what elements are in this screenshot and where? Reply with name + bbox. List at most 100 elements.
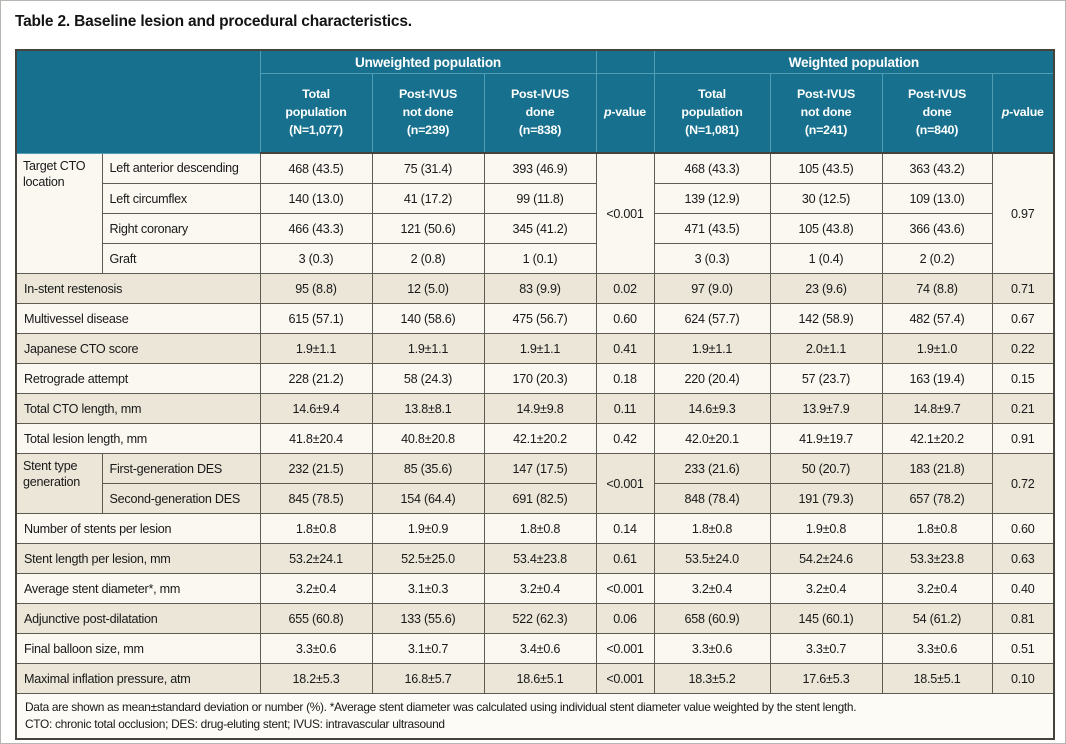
weighted-value: 50 (20.7) (769, 453, 883, 484)
table-title: Table 2. Baseline lesion and procedural … (15, 13, 412, 30)
table-row: Second-generation DES 845 (78.5) 154 (64.4… (16, 483, 1054, 514)
table-row: Retrograde attempt 228 (21.2) 58 (24.3) 170… (15, 363, 1055, 394)
p-value-rest: -value (1009, 105, 1044, 119)
unweighted-p-value: 0.06 (595, 603, 655, 634)
weighted-p-value: 0.67 (991, 303, 1055, 334)
unweighted-value: 53.4±23.8 (483, 543, 597, 574)
table-row: Multivessel disease 615 (57.1) 140 (58.6) 4… (15, 303, 1055, 334)
weighted-value: 183 (21.8) (881, 453, 993, 484)
table-row: Total lesion length, mm 41.8±20.4 40.8±20.… (15, 423, 1055, 454)
unweighted-value: 2 (0.8) (371, 243, 485, 274)
weighted-value: 42.0±20.1 (653, 423, 771, 454)
row-label: Total lesion length, mm (15, 423, 261, 454)
unweighted-p-value: 0.02 (595, 273, 655, 304)
weighted-p-value: 0.71 (991, 273, 1055, 304)
weighted-value: 1.8±0.8 (881, 513, 993, 544)
unweighted-value: 3.2±0.4 (259, 573, 373, 604)
unweighted-value: 41.8±20.4 (259, 423, 373, 454)
weighted-value: 1.9±1.0 (881, 333, 993, 364)
weighted-p-value: 0.60 (991, 513, 1055, 544)
weighted-value: 53.5±24.0 (653, 543, 771, 574)
row-sub-label: First-generation DES (101, 453, 261, 484)
unweighted-p-value: 0.42 (595, 423, 655, 454)
footnote-line-2: CTO: chronic total occlusion; DES: drug-… (25, 716, 445, 731)
unweighted-population-header: Unweighted population (259, 49, 597, 74)
weighted-value: 105 (43.8) (769, 213, 883, 244)
unweighted-value: 393 (46.9) (483, 152, 597, 184)
row-sub-label: Left anterior descending (101, 152, 261, 184)
row-label: In-stent restenosis (15, 273, 261, 304)
unweighted-value: 345 (41.2) (483, 213, 597, 244)
weighted-value: 624 (57.7) (653, 303, 771, 334)
unweighted-p-value: 0.60 (595, 303, 655, 334)
weighted-value: 97 (9.0) (653, 273, 771, 304)
weighted-value: 18.3±5.2 (653, 663, 771, 694)
unweighted-p-value: <0.001 (595, 453, 655, 514)
unweighted-value: 1.8±0.8 (259, 513, 373, 544)
weighted-value: 13.9±7.9 (769, 393, 883, 424)
row-label: Average stent diameter*, mm (15, 573, 261, 604)
weighted-value: 471 (43.5) (653, 213, 771, 244)
p-value-rest: -value (611, 105, 646, 119)
weighted-value: 1 (0.4) (769, 243, 883, 274)
weighted-value: 109 (13.0) (881, 183, 993, 214)
unweighted-value: 18.2±5.3 (259, 663, 373, 694)
weighted-value: 105 (43.5) (769, 152, 883, 184)
weighted-p-value: 0.81 (991, 603, 1055, 634)
unweighted-value: 16.8±5.7 (371, 663, 485, 694)
unweighted-value: 3.3±0.6 (259, 633, 373, 664)
unweighted-value: 3.1±0.7 (371, 633, 485, 664)
table-header: Unweighted population Weighted populatio… (15, 49, 1055, 154)
weighted-value: 41.9±19.7 (769, 423, 883, 454)
header-corner-cell (15, 49, 261, 154)
col-header-weighted-p-value: p-value (991, 73, 1055, 154)
unweighted-value: 475 (56.7) (483, 303, 597, 334)
unweighted-value: 3 (0.3) (259, 243, 373, 274)
row-label: Final balloon size, mm (15, 633, 261, 664)
unweighted-value: 52.5±25.0 (371, 543, 485, 574)
table-row: Left circumflex 140 (13.0) 41 (17.2) 99 (11… (16, 183, 1054, 214)
weighted-population-header: Weighted population (653, 49, 1055, 74)
weighted-value: 57 (23.7) (769, 363, 883, 394)
unweighted-value: 18.6±5.1 (483, 663, 597, 694)
unweighted-value: 99 (11.8) (483, 183, 597, 214)
row-group-label: Stent type generation (15, 453, 103, 514)
unweighted-value: 170 (20.3) (483, 363, 597, 394)
unweighted-value: 466 (43.3) (259, 213, 373, 244)
weighted-value: 233 (21.6) (653, 453, 771, 484)
weighted-value: 658 (60.9) (653, 603, 771, 634)
unweighted-value: 85 (35.6) (371, 453, 485, 484)
row-sub-label: Right coronary (101, 213, 261, 244)
unweighted-p-value: 0.11 (595, 393, 655, 424)
weighted-value: 74 (8.8) (881, 273, 993, 304)
weighted-value: 142 (58.9) (769, 303, 883, 334)
weighted-p-value: 0.72 (991, 453, 1055, 514)
weighted-value: 220 (20.4) (653, 363, 771, 394)
table-row: Japanese CTO score 1.9±1.1 1.9±1.1 1.9±1.1 0… (15, 333, 1055, 364)
col-header-unweighted-ivus-not-done: Post-IVUS not done (n=239) (371, 73, 485, 154)
unweighted-value: 522 (62.3) (483, 603, 597, 634)
weighted-value: 23 (9.6) (769, 273, 883, 304)
table-row: Adjunctive post-dilatation 655 (60.8) 133 … (15, 603, 1055, 634)
unweighted-value: 1 (0.1) (483, 243, 597, 274)
weighted-value: 3.3±0.6 (653, 633, 771, 664)
unweighted-value: 58 (24.3) (371, 363, 485, 394)
unweighted-value: 468 (43.5) (259, 152, 373, 184)
unweighted-value: 3.1±0.3 (371, 573, 485, 604)
weighted-value: 3 (0.3) (653, 243, 771, 274)
table-row: Average stent diameter*, mm 3.2±0.4 3.1±0.… (15, 573, 1055, 604)
weighted-value: 468 (43.3) (653, 152, 771, 184)
row-label: Japanese CTO score (15, 333, 261, 364)
table-row: Target CTO location Left anterior descend… (15, 152, 1055, 274)
footnote-line-1: Data are shown as mean±standard deviatio… (25, 700, 857, 714)
unweighted-value: 42.1±20.2 (483, 423, 597, 454)
unweighted-value: 3.2±0.4 (483, 573, 597, 604)
unweighted-value: 140 (58.6) (371, 303, 485, 334)
table-row: Final balloon size, mm 3.3±0.6 3.1±0.7 3.4±… (15, 633, 1055, 664)
weighted-value: 1.8±0.8 (653, 513, 771, 544)
weighted-value: 14.6±9.3 (653, 393, 771, 424)
table-row: Number of stents per lesion 1.8±0.8 1.9±0.… (15, 513, 1055, 544)
unweighted-value: 845 (78.5) (259, 483, 373, 514)
col-header-weighted-ivus-done: Post-IVUS done (n=840) (881, 73, 993, 154)
unweighted-value: 691 (82.5) (483, 483, 597, 514)
